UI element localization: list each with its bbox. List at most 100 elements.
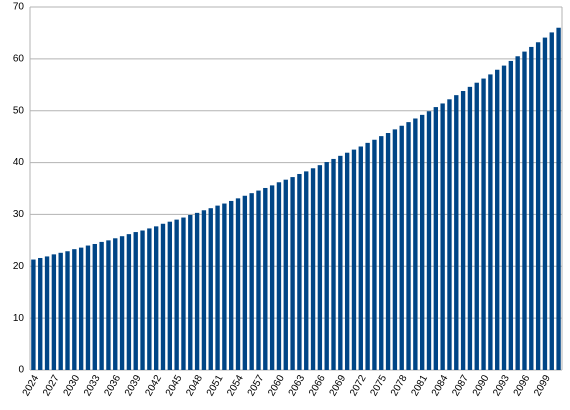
bar (522, 51, 527, 371)
bar (351, 149, 357, 370)
bar (488, 74, 493, 371)
bar (222, 203, 227, 370)
y-tick-label: 70 (13, 2, 25, 13)
bar (399, 125, 404, 370)
bar (495, 69, 500, 371)
bar (188, 214, 193, 370)
y-tick-label: 50 (13, 105, 25, 116)
bar (419, 114, 425, 370)
x-tick-label: 2087 (450, 373, 471, 398)
bar (515, 56, 520, 371)
x-tick-label: 2030 (62, 373, 83, 398)
x-tick-label: 2027 (41, 373, 62, 398)
bar (297, 173, 302, 370)
bar (174, 219, 179, 370)
bar (51, 254, 57, 370)
bar (153, 226, 159, 370)
bar (194, 212, 200, 370)
bar (454, 95, 459, 371)
x-tick-label: 2063 (287, 373, 308, 398)
bar (38, 257, 43, 370)
y-tick-label: 40 (13, 157, 25, 168)
bar (501, 65, 507, 370)
x-tick-label: 2078 (389, 373, 410, 398)
bar (31, 259, 36, 370)
bar (379, 136, 384, 370)
bar (215, 205, 220, 370)
bar (229, 200, 234, 370)
bar (440, 103, 445, 370)
bar (65, 251, 70, 370)
bar (126, 234, 132, 370)
bar (310, 168, 316, 370)
x-tick-label: 2057 (246, 373, 267, 398)
x-tick-label: 2054 (225, 373, 246, 398)
x-tick-label: 2075 (368, 373, 389, 398)
y-tick-label: 60 (13, 53, 25, 64)
bar (344, 152, 350, 370)
bar (433, 107, 439, 370)
bar (276, 182, 282, 370)
bar (529, 46, 534, 371)
bar (413, 118, 418, 370)
x-tick-label: 2084 (430, 373, 451, 398)
bar (317, 165, 323, 370)
bar (290, 177, 295, 370)
x-tick-label: 2042 (143, 373, 164, 398)
bar (249, 193, 254, 370)
bar (106, 240, 111, 370)
bar (392, 129, 398, 370)
bar (372, 139, 377, 370)
y-tick-label: 20 (13, 261, 25, 272)
bar (181, 217, 186, 370)
x-tick-label: 2066 (307, 373, 328, 398)
bar (256, 190, 261, 370)
bar (119, 236, 125, 370)
bar (508, 60, 514, 370)
x-tick-label: 2039 (123, 373, 144, 398)
bar (481, 78, 486, 370)
bar (304, 171, 309, 370)
bar (447, 99, 452, 370)
bar (467, 86, 473, 371)
x-tick-label: 2045 (164, 373, 185, 398)
x-tick-label: 2099 (532, 373, 553, 398)
bar (208, 208, 213, 370)
bar (365, 142, 370, 370)
x-tick-label: 2036 (102, 373, 123, 398)
bar (269, 185, 275, 370)
bar (406, 122, 411, 370)
y-tick-label: 10 (13, 313, 25, 324)
bar (283, 179, 288, 370)
bar (201, 210, 207, 370)
bar (85, 245, 91, 370)
bar (331, 158, 336, 370)
bar (78, 247, 84, 370)
bar (338, 155, 343, 370)
bar (235, 198, 241, 370)
bar (324, 162, 329, 370)
y-tick-label: 0 (18, 365, 24, 376)
y-tick-label: 30 (13, 209, 25, 220)
bar (242, 195, 248, 370)
bar (147, 228, 152, 370)
bar (535, 42, 541, 371)
x-tick-label: 2072 (348, 373, 369, 398)
bar (549, 32, 554, 370)
x-tick-label: 2048 (184, 373, 205, 398)
x-tick-label: 2033 (82, 373, 103, 398)
bar (133, 232, 138, 370)
bar (460, 91, 466, 370)
bar (426, 111, 432, 371)
bar (474, 82, 479, 370)
bar (263, 187, 268, 370)
bar (167, 221, 173, 370)
bar (92, 243, 97, 370)
bar (58, 252, 63, 370)
x-tick-label: 2060 (266, 373, 287, 398)
bar (556, 27, 561, 370)
bar (385, 133, 391, 370)
bar (99, 241, 104, 370)
bar (44, 256, 50, 370)
